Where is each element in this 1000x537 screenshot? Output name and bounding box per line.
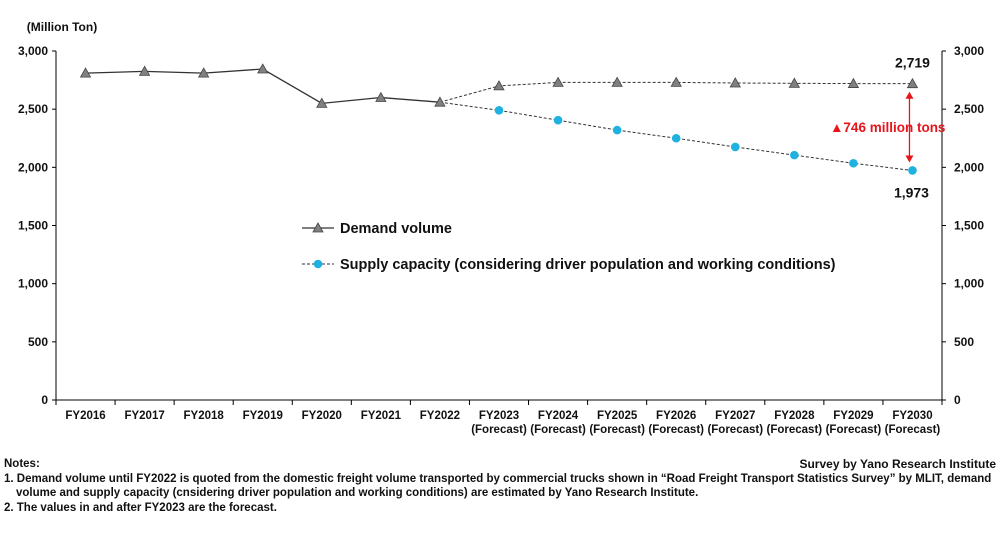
notes-title: Notes: — [4, 458, 40, 470]
x-tick-label: (Forecast) — [589, 424, 645, 436]
supply-point — [849, 158, 858, 168]
demand-point — [257, 63, 269, 74]
demand-point — [552, 76, 564, 87]
demand-point — [375, 91, 387, 102]
y-tick-label-left: 500 — [28, 335, 48, 349]
x-tick-label: FY2018 — [184, 410, 225, 422]
x-tick-label: (Forecast) — [826, 424, 882, 436]
notes: Notes: 1. Demand volume until FY2022 is … — [4, 457, 994, 515]
y-tick-label-right: 500 — [954, 335, 974, 349]
y-tick-label-right: 0 — [954, 393, 961, 407]
demand-point — [788, 77, 801, 88]
demand-point — [729, 77, 741, 88]
x-tick-label: (Forecast) — [648, 424, 704, 436]
y-tick-label-right: 2,000 — [954, 160, 984, 174]
supply-end-label: 1,973 — [894, 184, 929, 200]
x-tick-label: FY2029 — [833, 410, 873, 422]
x-tick-label: FY2022 — [420, 410, 460, 422]
gap-arrow-head-top — [905, 91, 914, 99]
legend-demand-marker — [312, 222, 324, 233]
y-tick-label-right: 1,000 — [954, 277, 984, 291]
demand-point — [434, 96, 446, 107]
legend-supply-label: Supply capacity (considering driver popu… — [340, 257, 836, 273]
demand-point — [79, 67, 92, 78]
x-tick-label: FY2016 — [65, 410, 105, 422]
x-tick-label: FY2027 — [715, 410, 755, 422]
demand-point — [611, 76, 623, 87]
supply-point — [494, 106, 504, 115]
note-item-1: 1. Demand volume until FY2022 is quoted … — [4, 472, 992, 500]
demand-point — [493, 80, 505, 91]
x-tick-label: (Forecast) — [471, 424, 527, 436]
y-tick-label-left: 3,000 — [18, 44, 48, 58]
y-tick-label-left: 0 — [41, 393, 48, 407]
x-tick-label: FY2028 — [774, 410, 815, 422]
x-tick-label: (Forecast) — [707, 424, 763, 436]
x-tick-label: FY2019 — [243, 410, 283, 422]
x-tick-label: (Forecast) — [530, 424, 586, 436]
demand-line-actual — [85, 68, 440, 105]
y-tick-label-left: 1,000 — [18, 277, 48, 291]
y-unit-label: (Million Ton) — [27, 20, 97, 34]
x-tick-label: FY2025 — [597, 410, 638, 422]
demand-point — [847, 77, 860, 88]
y-tick-label-right: 3,000 — [954, 44, 984, 58]
x-tick-label: FY2017 — [124, 410, 164, 422]
x-tick-label: FY2030 — [892, 410, 932, 422]
y-tick-label-left: 2,000 — [18, 160, 48, 174]
x-tick-label: FY2023 — [479, 410, 519, 422]
demand-point — [197, 67, 210, 78]
y-tick-label-left: 2,500 — [18, 102, 48, 116]
note-item-2: 2. The values in and after FY2023 are th… — [4, 501, 277, 514]
line-chart: 0 0 500 500 1,000 1,000 1,500 1,500 2,000 2,000 2,… — [18, 20, 984, 436]
supply-point — [730, 142, 740, 152]
x-tick-label: (Forecast) — [767, 424, 823, 436]
x-tick-label: FY2021 — [361, 410, 402, 422]
x-tick-label: FY2020 — [302, 410, 342, 422]
demand-line-forecast — [439, 81, 913, 103]
demand-point — [316, 97, 328, 108]
y-tick-label-right: 1,500 — [954, 219, 984, 233]
y-tick-label-left: 1,500 — [18, 219, 48, 233]
legend-demand-label: Demand volume — [340, 221, 452, 237]
x-tick-label: FY2024 — [538, 410, 579, 422]
y-tick-label-right: 2,500 — [954, 102, 984, 116]
supply-point — [553, 115, 563, 125]
x-tick-label: (Forecast) — [885, 424, 941, 436]
supply-point — [612, 125, 622, 135]
legend-supply-marker — [313, 259, 323, 269]
supply-point — [790, 150, 799, 160]
demand-end-label: 2,719 — [895, 55, 930, 71]
demand-point — [138, 65, 151, 76]
supply-point — [671, 133, 681, 143]
demand-point — [670, 76, 682, 87]
gap-label: ▲746 million tons — [830, 120, 945, 135]
demand-point — [906, 77, 919, 89]
source-credit: Survey by Yano Research Institute — [799, 457, 996, 471]
supply-point — [908, 166, 917, 175]
x-tick-label: FY2026 — [656, 410, 696, 422]
gap-arrow-head-bottom — [905, 155, 914, 163]
